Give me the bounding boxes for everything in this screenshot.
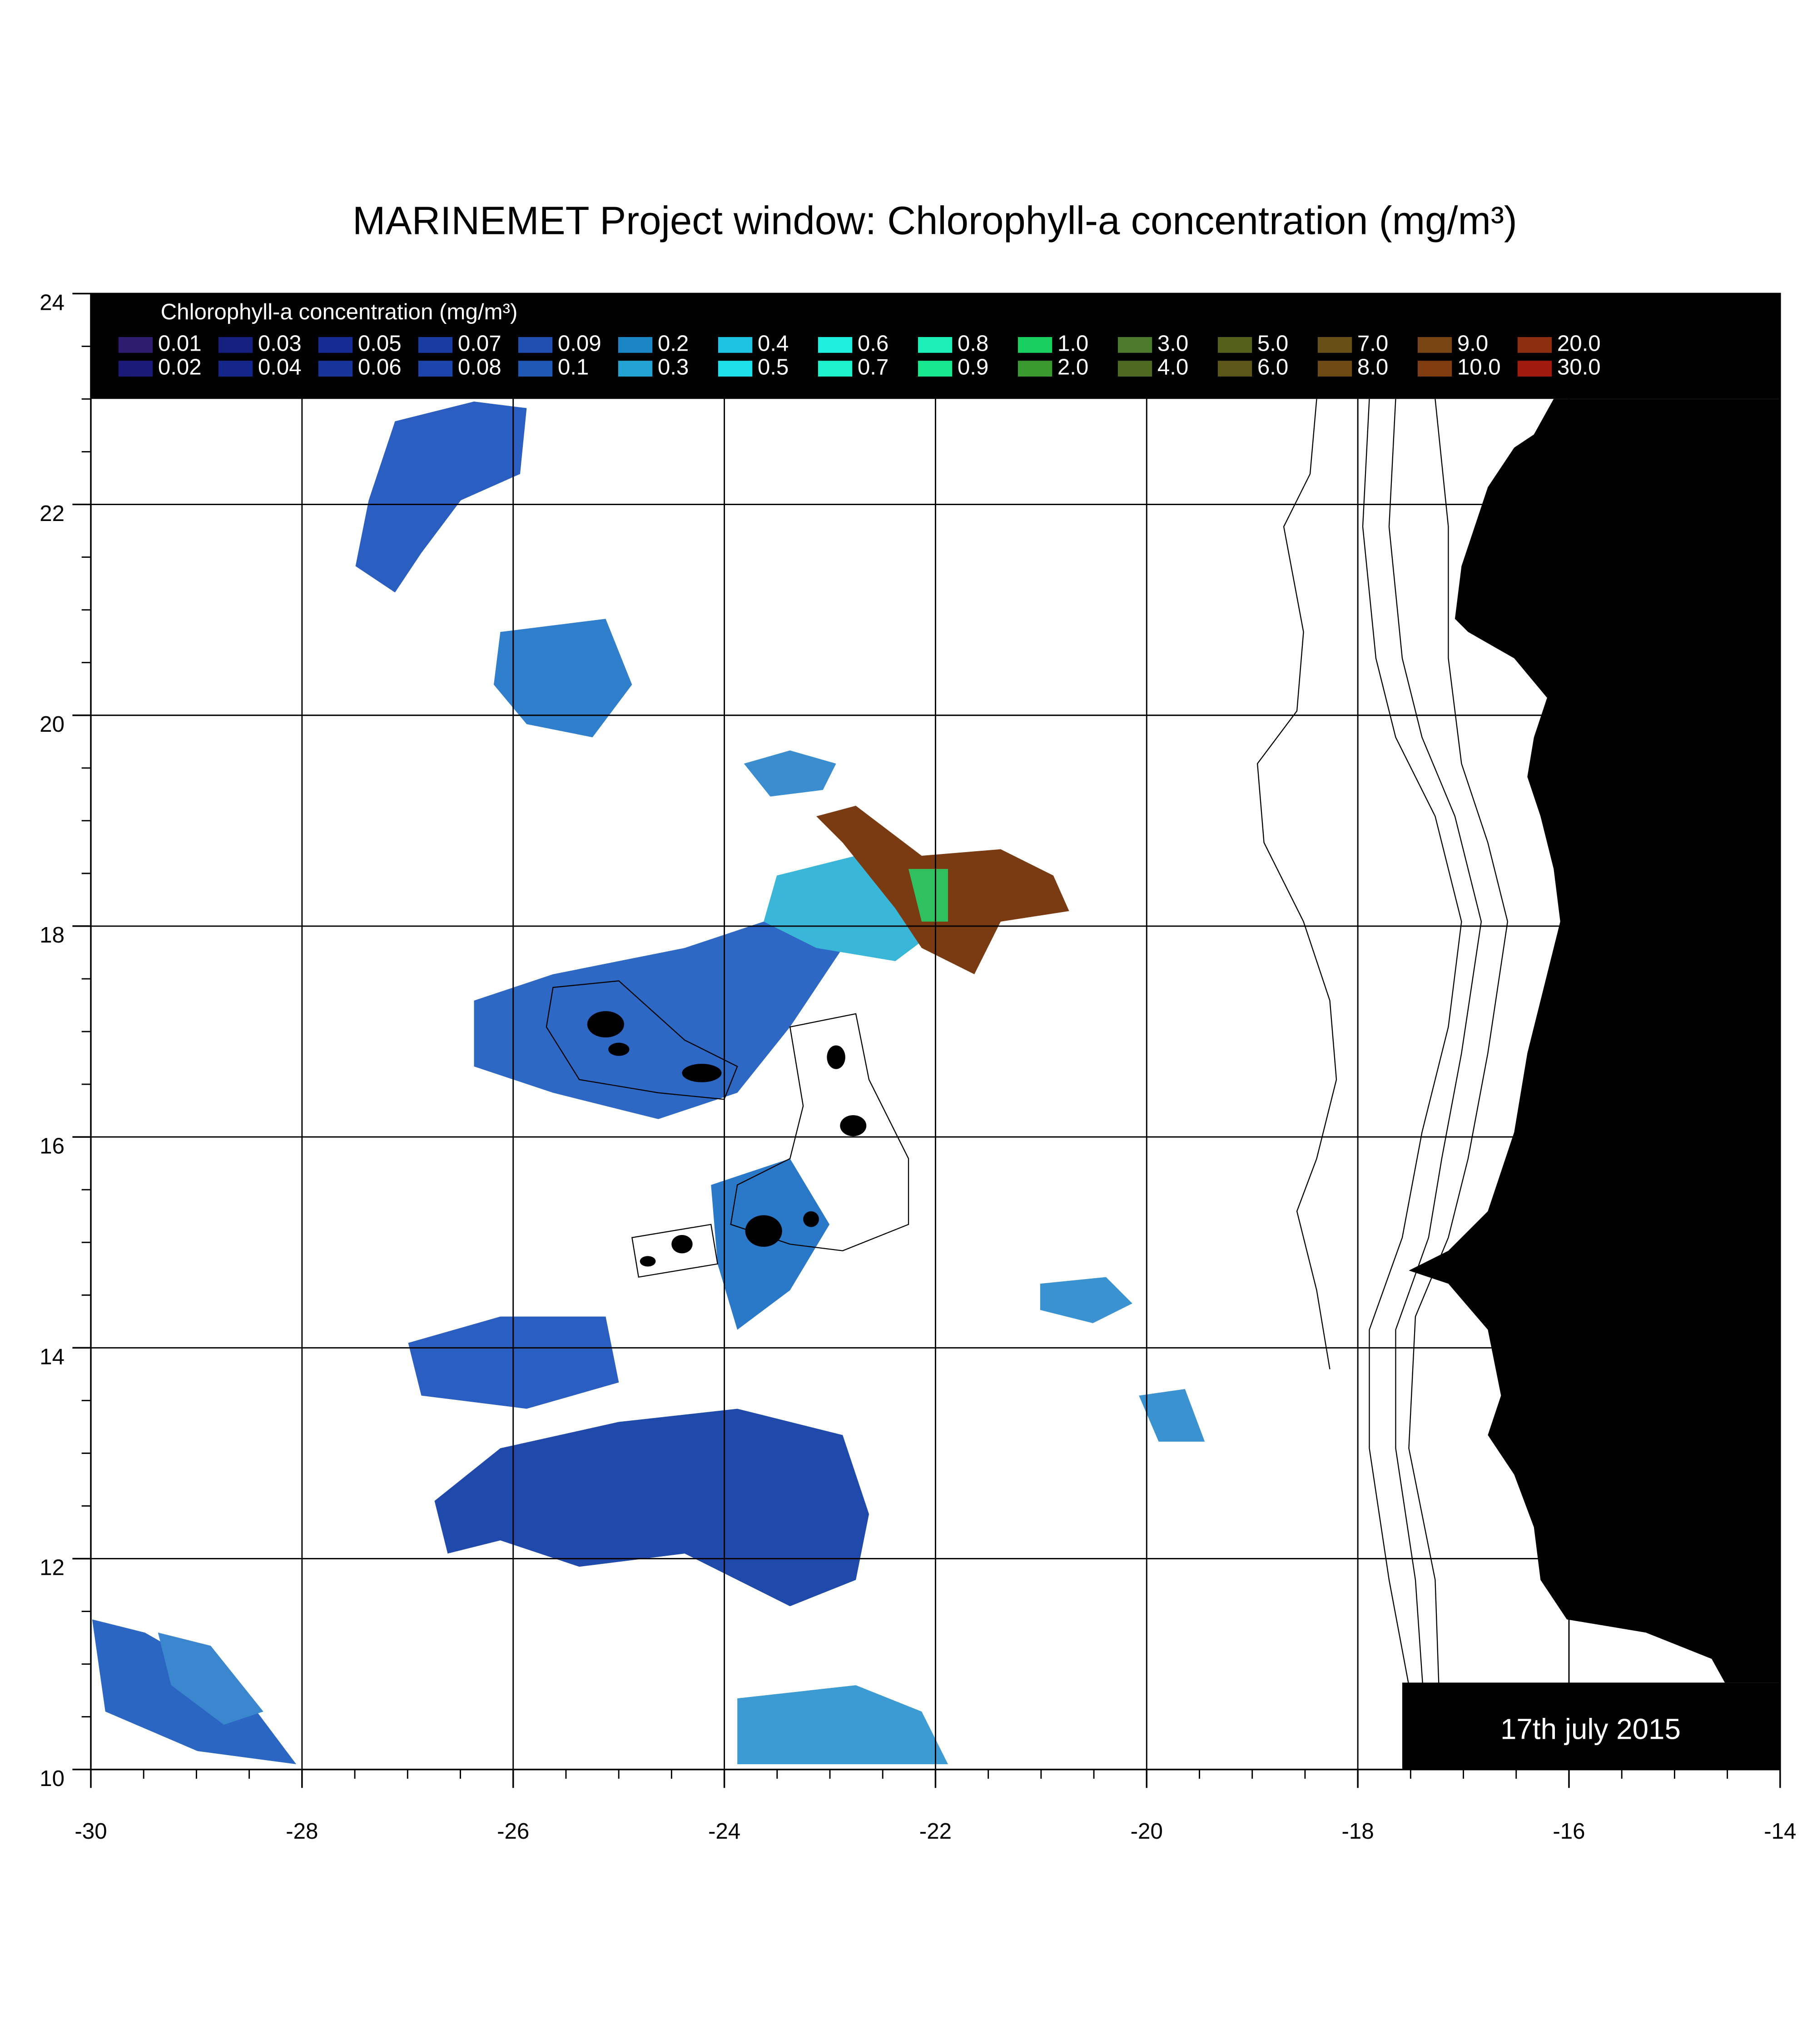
y-tick-label: 24 bbox=[40, 290, 65, 315]
legend-swatch bbox=[1117, 337, 1152, 353]
legend-label: 0.3 bbox=[658, 355, 689, 380]
islands bbox=[587, 1011, 867, 1267]
legend-label: 0.4 bbox=[758, 331, 789, 356]
legend-label: 0.04 bbox=[258, 355, 302, 380]
x-tick-label: -24 bbox=[708, 1819, 740, 1844]
legend-label: 0.02 bbox=[158, 355, 202, 380]
x-tick-label: -20 bbox=[1131, 1819, 1163, 1844]
legend-label: 0.8 bbox=[958, 331, 989, 356]
legend-swatch bbox=[1417, 337, 1452, 353]
legend-swatch bbox=[518, 361, 553, 377]
legend-label: 4.0 bbox=[1157, 355, 1189, 380]
legend-label: 5.0 bbox=[1257, 331, 1289, 356]
legend-label: 0.08 bbox=[458, 355, 501, 380]
date-box bbox=[1402, 1682, 1780, 1770]
land bbox=[1409, 399, 1780, 1683]
legend-label: 0.5 bbox=[758, 355, 789, 380]
legend-swatch bbox=[1317, 337, 1352, 353]
y-tick-label: 12 bbox=[40, 1555, 65, 1580]
legend-label: 3.0 bbox=[1157, 331, 1189, 356]
legend-label: 0.6 bbox=[858, 331, 889, 356]
legend-label: 9.0 bbox=[1457, 331, 1488, 356]
legend-swatch bbox=[118, 361, 153, 377]
x-tick-label: -30 bbox=[74, 1819, 107, 1844]
legend-label: 8.0 bbox=[1357, 355, 1389, 380]
y-tick-label: 16 bbox=[40, 1133, 65, 1158]
legend-label: 7.0 bbox=[1357, 331, 1389, 356]
legend-label: 2.0 bbox=[1057, 355, 1089, 380]
legend-label: 0.06 bbox=[358, 355, 402, 380]
y-tick-label: 20 bbox=[40, 712, 65, 737]
legend-swatch bbox=[118, 337, 153, 353]
x-tick-label: -26 bbox=[497, 1819, 529, 1844]
x-tick-label: -22 bbox=[919, 1819, 952, 1844]
legend-label: 0.1 bbox=[558, 355, 589, 380]
chlorophyll-patches bbox=[92, 402, 1205, 1765]
legend-swatch bbox=[818, 361, 853, 377]
legend-label: 0.05 bbox=[358, 331, 402, 356]
legend-swatch bbox=[318, 361, 353, 377]
legend-label: 30.0 bbox=[1557, 355, 1601, 380]
legend-swatch bbox=[818, 337, 853, 353]
x-tick-label: -16 bbox=[1553, 1819, 1585, 1844]
y-tick-label: 14 bbox=[40, 1344, 65, 1369]
legend-swatch bbox=[418, 361, 453, 377]
legend-label: 0.7 bbox=[858, 355, 889, 380]
legend-swatch bbox=[218, 337, 253, 353]
legend-label: 0.03 bbox=[258, 331, 302, 356]
x-tick-label: -14 bbox=[1764, 1819, 1796, 1844]
legend-swatch bbox=[618, 361, 653, 377]
legend-swatch bbox=[1018, 361, 1052, 377]
map-features bbox=[92, 399, 1780, 1770]
legend-title: Chlorophyll-a concentration (mg/m³) bbox=[161, 299, 518, 324]
legend-swatch bbox=[718, 337, 753, 353]
y-tick-label: 10 bbox=[40, 1766, 65, 1791]
legend-label: 10.0 bbox=[1457, 355, 1501, 380]
legend-swatch bbox=[1417, 361, 1452, 377]
legend-swatch bbox=[1018, 337, 1052, 353]
legend-swatch bbox=[1217, 337, 1252, 353]
legend-label: 1.0 bbox=[1057, 331, 1089, 356]
legend-label: 0.2 bbox=[658, 331, 689, 356]
legend-swatch bbox=[418, 337, 453, 353]
legend-label: 20.0 bbox=[1557, 331, 1601, 356]
legend-swatch bbox=[918, 337, 953, 353]
y-tick-label: 18 bbox=[40, 923, 65, 948]
legend-swatch bbox=[1217, 361, 1252, 377]
date-label: 17th july 2015 bbox=[1500, 1712, 1681, 1745]
x-tick-label: -28 bbox=[286, 1819, 318, 1844]
legend-swatch bbox=[1117, 361, 1152, 377]
legend-label: 0.01 bbox=[158, 331, 202, 356]
plot-frame bbox=[90, 293, 1781, 1771]
x-tick-label: -18 bbox=[1342, 1819, 1374, 1844]
legend-swatch bbox=[618, 337, 653, 353]
legend-label: 0.09 bbox=[558, 331, 601, 356]
legend-swatch bbox=[318, 337, 353, 353]
legend-swatch bbox=[918, 361, 953, 377]
legend-swatch bbox=[1517, 337, 1552, 353]
legend-swatch bbox=[718, 361, 753, 377]
legend-label: 0.07 bbox=[458, 331, 501, 356]
legend-swatch bbox=[518, 337, 553, 353]
y-tick-label: 22 bbox=[40, 501, 65, 526]
legend: 0.010.02 0.030.04 0.050.06 0.070.08 0.090.1 0… bbox=[118, 331, 1601, 380]
legend-swatch bbox=[218, 361, 253, 377]
legend-label: 6.0 bbox=[1257, 355, 1289, 380]
legend-swatch bbox=[1517, 361, 1552, 377]
bathymetry-contours bbox=[546, 399, 1509, 1770]
legend-swatch bbox=[1317, 361, 1352, 377]
title: MARINEMET Project window: Chlorophyll-a … bbox=[352, 199, 1517, 243]
legend-label: 0.9 bbox=[958, 355, 989, 380]
